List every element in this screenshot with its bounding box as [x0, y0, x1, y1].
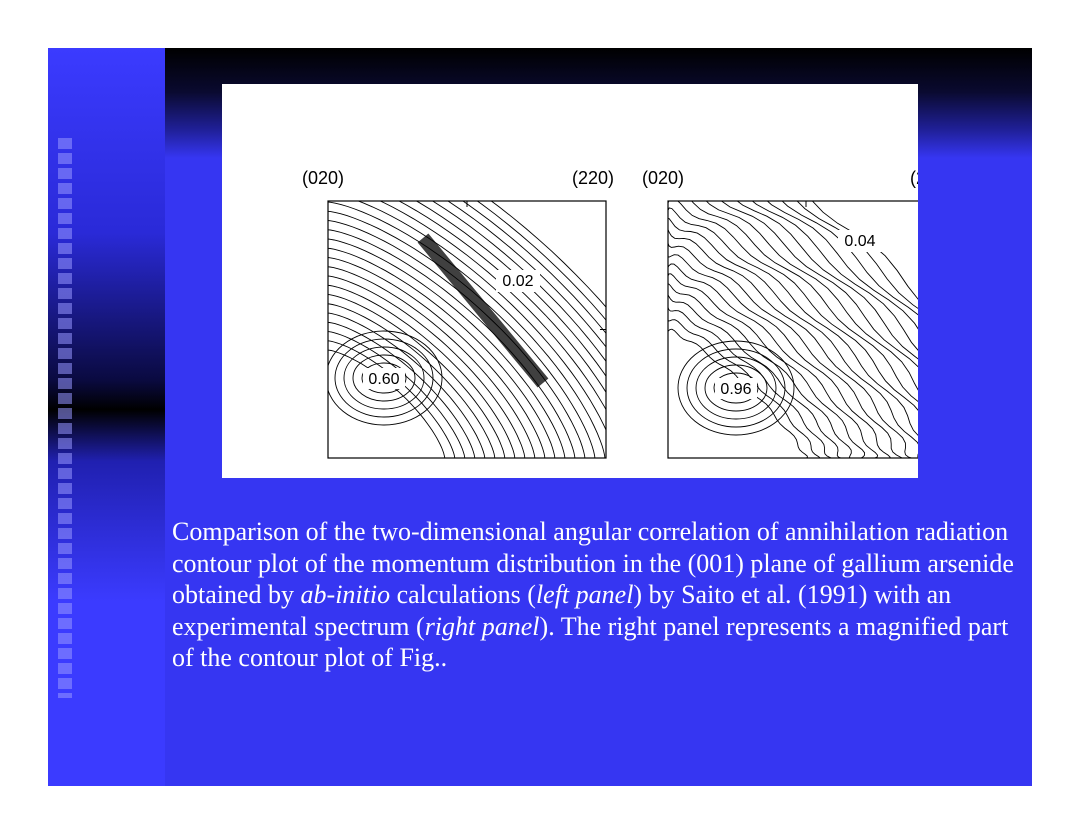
contour-line — [668, 263, 879, 458]
contour-line — [668, 273, 866, 458]
contour-label: 0.60 — [368, 371, 399, 388]
contour-loop — [686, 348, 786, 428]
label-bg — [838, 230, 882, 252]
contour-line — [328, 349, 446, 458]
contour-line — [668, 254, 891, 458]
contour-line — [328, 312, 486, 458]
caption-text: Comparison of the two-dimensional angula… — [172, 517, 1014, 609]
contour-line — [328, 331, 466, 458]
label-bg — [496, 270, 540, 292]
contour-loop — [343, 346, 425, 410]
contour-label: 0.96 — [720, 381, 751, 398]
caption-italic: ab-initio — [300, 580, 391, 609]
contour-line — [328, 266, 536, 458]
contour-loop — [334, 338, 434, 418]
contour-loop — [695, 356, 777, 420]
contour-line — [328, 340, 456, 458]
contour-line — [720, 201, 918, 368]
contour-line — [357, 201, 606, 432]
contour-line — [328, 238, 566, 458]
caption-text: ) by Saito et al. (1991) with an experim… — [172, 580, 952, 641]
contour-line — [328, 247, 556, 458]
contour-line — [668, 207, 918, 436]
contour-line — [736, 201, 918, 360]
contour-line — [668, 217, 918, 458]
contour-line — [705, 201, 918, 391]
contour-line — [668, 294, 842, 458]
slide: (020)(220)(000)(200)0.020.60(020)(220)(0… — [48, 48, 1032, 786]
square-pattern — [58, 138, 72, 698]
contour-line — [691, 201, 918, 402]
contour-line — [796, 201, 918, 309]
contour-loop — [704, 364, 768, 412]
contour-line — [811, 201, 918, 300]
contour-label: 0.04 — [844, 233, 875, 250]
contour-line — [328, 210, 596, 458]
contour-loop — [713, 372, 759, 404]
contour-line — [328, 294, 506, 458]
contour-loop — [677, 340, 795, 436]
contour-line — [668, 242, 903, 458]
contour-line — [328, 229, 576, 458]
contour-loop — [352, 354, 416, 402]
corner-label: (220) — [572, 168, 614, 188]
corner-label: (020) — [642, 168, 684, 188]
contour-line — [476, 201, 606, 321]
contour-line — [462, 201, 606, 334]
caption-text: calculations ( — [390, 580, 536, 609]
contour-line — [751, 201, 918, 351]
caption-italic: left panel — [535, 580, 634, 609]
label-bg — [715, 378, 757, 399]
caption-text: ). The right panel represents a magnifie… — [172, 611, 1009, 673]
contour-label: 0.02 — [502, 273, 533, 290]
contour-line — [328, 257, 546, 458]
contour-loop — [328, 330, 443, 426]
side-band — [48, 48, 165, 786]
figure: (020)(220)(000)(200)0.020.60(020)(220)(0… — [222, 84, 918, 478]
contour-line — [490, 201, 606, 308]
contour-line — [668, 229, 912, 458]
contour-line — [766, 201, 918, 330]
contour-line — [668, 201, 918, 411]
contour-line — [328, 201, 606, 458]
corner-label: (220) — [910, 168, 918, 188]
ridge — [417, 233, 549, 388]
contours — [668, 201, 918, 458]
contour-line — [781, 201, 918, 316]
corner-label: (020) — [302, 168, 344, 188]
contour-loop — [361, 362, 407, 394]
contour-line — [328, 275, 526, 458]
contour-line — [328, 284, 516, 458]
label-bg — [363, 368, 405, 389]
contour-line — [447, 201, 606, 348]
caption-italic: right panel — [424, 611, 540, 641]
caption: Comparison of the two-dimensional angula… — [172, 516, 1022, 674]
contour-line — [328, 321, 476, 458]
